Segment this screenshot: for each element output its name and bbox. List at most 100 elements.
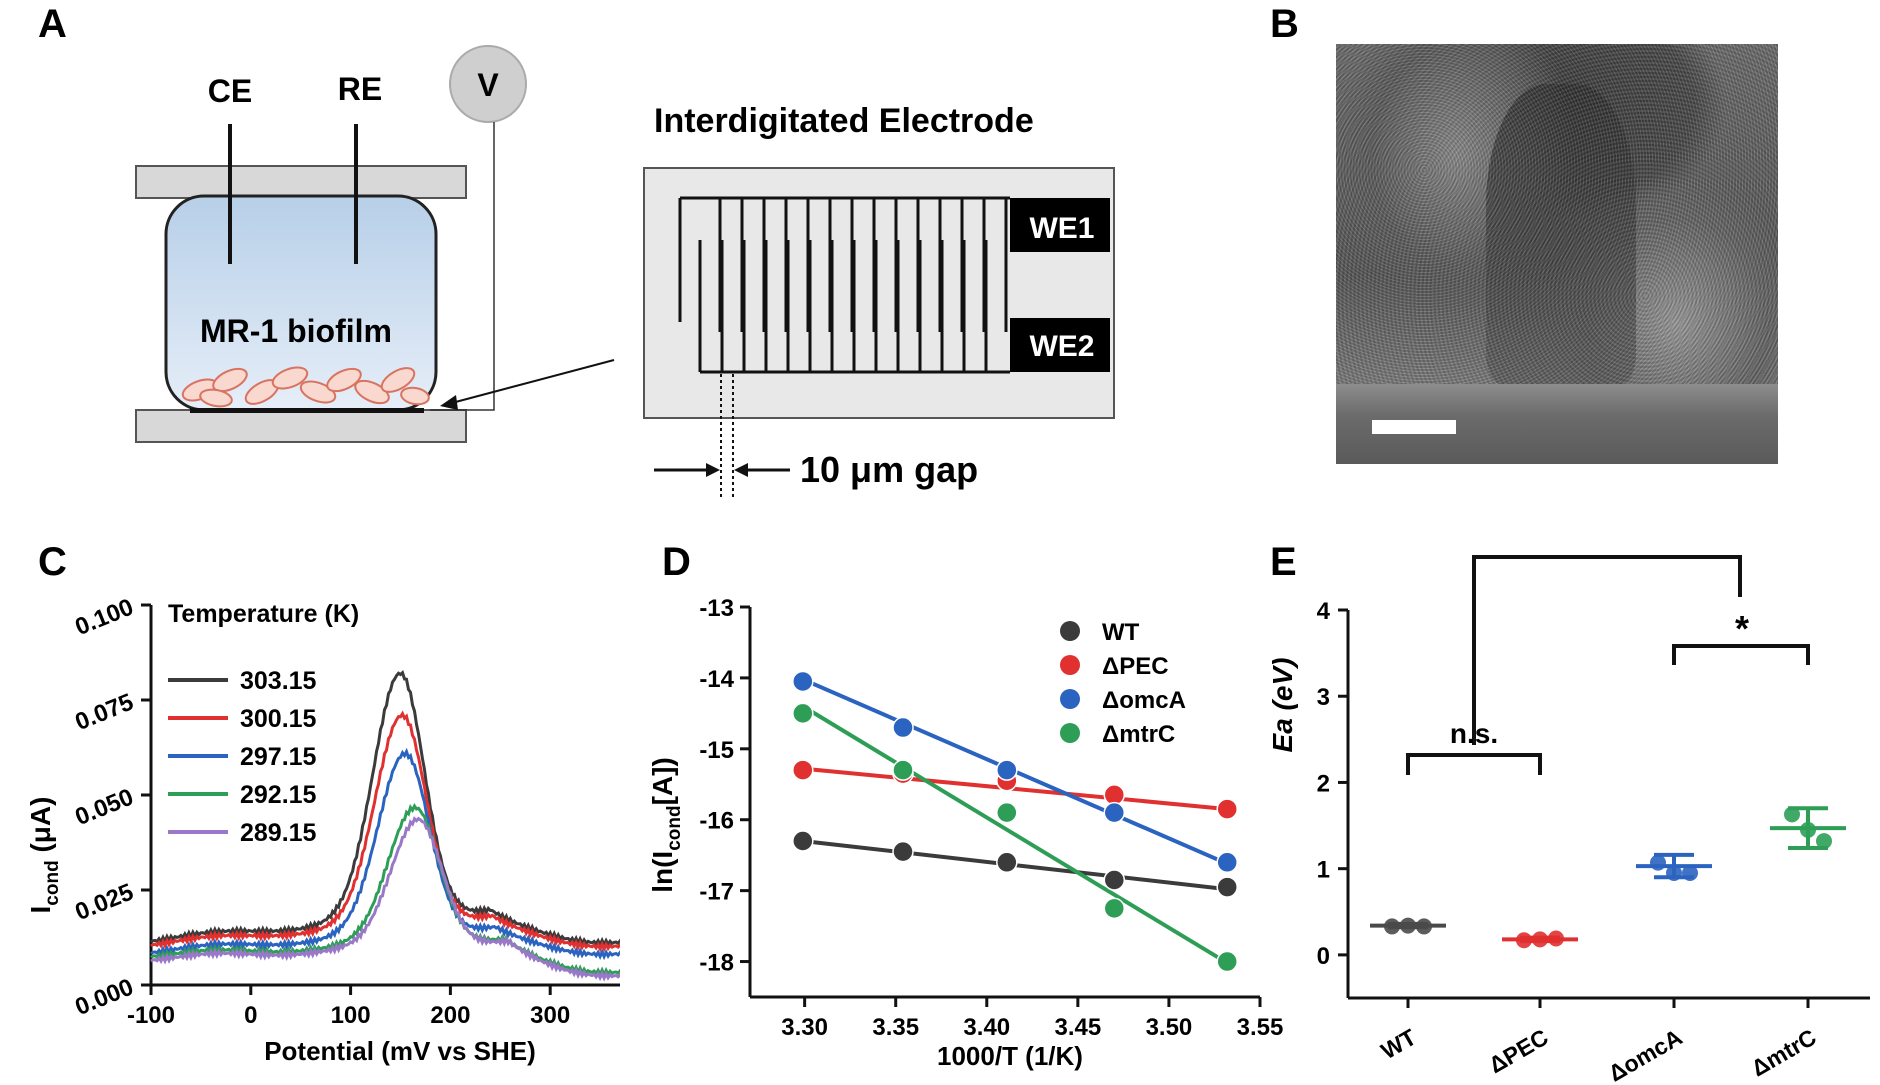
chart-d-ytick-label: -16 (699, 808, 734, 835)
chart-c-xtick-label: 300 (530, 1002, 570, 1029)
chart-d-legend-marker (1060, 689, 1080, 709)
chart-d-point-ΔmtrC (1103, 897, 1126, 920)
chart-e-axes: 0 1 2 3 4 WT ΔPEC ΔomcA ΔmtrC (1317, 598, 1870, 1085)
chart-d-legend-marker (1060, 655, 1080, 675)
chart-d-legend-marker (1060, 723, 1080, 743)
chart-c-ytick-label: 0.100 (71, 594, 137, 642)
chart-c-ytick-label: 0.025 (71, 879, 137, 927)
chart-d-xtick-label: 3.45 (1054, 1014, 1101, 1041)
chart-c-legend: 303.15 300.15 297.15 292.15 289.15 (168, 667, 317, 847)
chart-e-ytick-label: 4 (1317, 598, 1331, 625)
chart-d-point-ΔPEC (1216, 798, 1238, 820)
chart-c-line-297.15 (150, 747, 620, 961)
chart-d-fit-ΔmtrC (801, 704, 1229, 965)
chart-d-ytick-label: -15 (699, 737, 734, 764)
chart-c-line-303.15 (150, 670, 620, 949)
chart-c-legend-title: Temperature (K) (168, 600, 359, 628)
chart-c-legend-label: 300.15 (240, 705, 317, 733)
chart-c-legend-label: 292.15 (240, 781, 317, 809)
sem-micrograph (1336, 44, 1778, 464)
chart-e-point-WT (1416, 918, 1432, 935)
ce-label: CE (208, 73, 252, 109)
voltmeter-wire (430, 122, 495, 411)
ide-fingers (678, 196, 1010, 374)
chart-d-point-ΔomcA (1216, 851, 1238, 874)
pointer-arrow-head (440, 395, 458, 410)
chart-e-series (1370, 806, 1846, 949)
we2-label: WE2 (1029, 330, 1094, 363)
chart-d-xtick-label: 3.35 (872, 1014, 919, 1041)
chart-d-xlabel: 1000/T (1/K) (937, 1041, 1083, 1071)
chart-c-line-292.15 (150, 802, 620, 979)
re-label: RE (338, 71, 382, 107)
chart-c-xtick-label: 200 (430, 1002, 470, 1029)
chart-d-ytick-label: -14 (699, 666, 734, 693)
chart-e-point-ΔPEC (1532, 931, 1548, 948)
biofilm-cells (181, 366, 430, 408)
chart-d-legend-label: WT (1102, 619, 1140, 646)
chart-d-point-ΔmtrC (1216, 950, 1238, 973)
chart-e-significance (1406, 555, 1810, 775)
bracket-star2 (1472, 555, 1742, 745)
chart-c: -10001002003004000.0000.0250.0500.0750.1… (25, 594, 620, 1066)
chart-e-xtick-label: WT (1377, 1024, 1421, 1064)
chart-e-point-ΔmtrC (1816, 833, 1832, 850)
chart-d-legend-label: ΔmtrC (1102, 721, 1175, 748)
chart-c-legend-label: 297.15 (240, 743, 317, 771)
chart-d-point-ΔomcA (996, 759, 1018, 781)
chart-c-ylabel: Icond (μA) (25, 797, 63, 914)
ide-title: Interdigitated Electrode (654, 102, 1034, 140)
chart-e-ylabel: Ea (eV) (1267, 658, 1298, 753)
chart-c-legend-label: 289.15 (240, 819, 317, 847)
chart-d-point-WT (1103, 869, 1126, 891)
chart-d-point-WT (996, 851, 1018, 874)
chart-c-xtick-label: 100 (331, 1002, 371, 1029)
chart-c-xtick-label: -100 (127, 1002, 175, 1029)
top-plate (135, 165, 467, 199)
chart-e-point-ΔmtrC (1784, 806, 1800, 823)
chart-e-xtick-label: ΔPEC (1484, 1024, 1552, 1078)
we1-label: WE1 (1029, 212, 1094, 245)
chart-e-ytick-label: 1 (1317, 857, 1330, 884)
chart-d-point-ΔmtrC (996, 801, 1018, 824)
chart-e-point-ΔPEC (1516, 932, 1532, 949)
chart-c-line-300.15 (150, 710, 620, 953)
chart-c-series (150, 670, 620, 982)
chart-d-xtick-label: 3.40 (963, 1014, 1010, 1041)
annotation-star1: * (1735, 608, 1749, 649)
scale-bar (1372, 420, 1456, 434)
chart-d-legend-label: ΔomcA (1102, 687, 1186, 714)
panel-label-c: C (38, 540, 67, 584)
chart-c-line-289.15 (150, 816, 620, 982)
chart-e-xtick-label: ΔomcA (1604, 1024, 1687, 1085)
chart-d-fit-ΔPEC (802, 766, 1228, 812)
voltmeter-icon (449, 45, 527, 123)
chart-d-legend-marker (1060, 621, 1080, 641)
chart-d-point-ΔmtrC (892, 759, 914, 781)
chart-d-legend: WT ΔPEC ΔomcA ΔmtrC (1060, 619, 1186, 748)
gap-arrow-right-head (734, 463, 748, 477)
chart-c-xtick-label: 0 (244, 1002, 257, 1029)
biofilm-label: MR-1 biofilm (200, 313, 392, 349)
chart-d-point-WT (892, 840, 914, 863)
chart-e-ytick-label: 3 (1317, 684, 1330, 711)
annotation-ns: n.s. (1450, 718, 1498, 749)
chart-d-legend-label: ΔPEC (1102, 653, 1169, 680)
chart-d-axes: 3.30 3.35 3.40 3.45 3.50 3.55 -13 -14 -15 -16 -17 -… (699, 595, 1283, 1041)
chart-d-series (792, 670, 1238, 973)
sem-valley (1486, 84, 1636, 384)
chart-d-point-WT (792, 830, 814, 852)
chart-d-point-WT (1216, 876, 1238, 898)
panel-label-d: D (662, 540, 691, 584)
panel-label-b: B (1270, 2, 1299, 46)
chart-e: 0 1 2 3 4 WT ΔPEC ΔomcA ΔmtrC n.s. ** * Ea (eV) (1267, 545, 1870, 1085)
chart-d-point-ΔomcA (892, 716, 914, 739)
chart-c-legend-label: 303.15 (240, 667, 317, 695)
chart-c-ytick-label: 0.075 (71, 689, 137, 737)
pointer-arrow-line (447, 359, 615, 405)
chart-d: 3.30 3.35 3.40 3.45 3.50 3.55 -13 -14 -15 -16 -17 -… (650, 595, 1283, 1071)
panel-a-schematic: CE RE V MR-1 biofilm Interdigitated Elec… (135, 45, 1115, 500)
bottom-plate (135, 409, 467, 443)
annotation-star2: ** (1592, 545, 1620, 561)
chart-d-point-ΔmtrC (792, 702, 814, 725)
